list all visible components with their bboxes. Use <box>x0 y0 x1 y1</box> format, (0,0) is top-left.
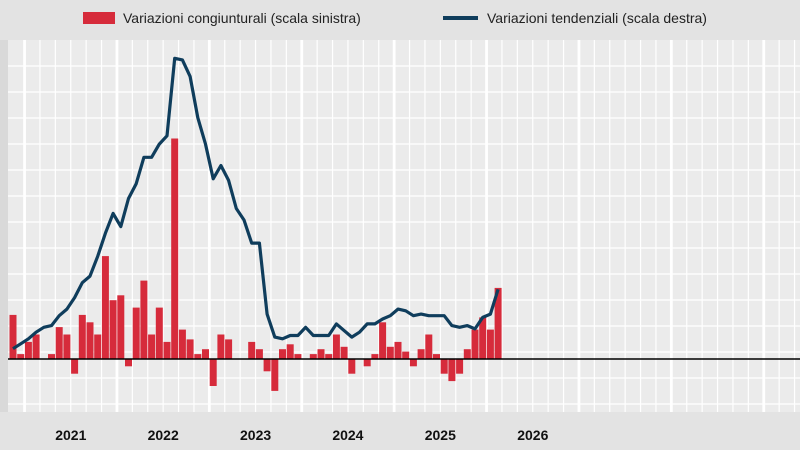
bar <box>55 327 63 359</box>
bar <box>494 287 502 359</box>
bar <box>263 359 271 372</box>
bar <box>186 339 194 359</box>
bar <box>48 354 55 359</box>
bar <box>248 341 256 359</box>
legend-label-bars: Variazioni congiunturali (scala sinistra… <box>123 10 361 26</box>
x-tick-label: 2025 <box>425 427 456 443</box>
legend-label-line: Variazioni tendenziali (scala destra) <box>487 10 707 26</box>
grid <box>8 40 800 412</box>
bar <box>148 334 156 359</box>
bar <box>78 314 86 359</box>
bar <box>255 349 263 359</box>
bar <box>394 341 402 359</box>
bar <box>363 359 371 367</box>
bar <box>332 334 340 359</box>
bar <box>163 341 171 359</box>
bar <box>371 354 379 359</box>
bar <box>194 354 202 359</box>
bar <box>63 334 71 359</box>
bar <box>471 329 479 359</box>
bar <box>486 329 494 359</box>
bar <box>309 354 317 359</box>
bar <box>294 354 302 359</box>
bar <box>402 351 410 359</box>
bar <box>32 334 40 359</box>
bar <box>209 359 217 386</box>
bar <box>125 359 132 367</box>
bar-series <box>9 138 502 391</box>
bar <box>94 334 102 359</box>
bar <box>448 359 456 382</box>
plot-background <box>8 40 800 412</box>
bar <box>17 354 25 359</box>
bar <box>440 359 448 374</box>
line-series <box>12 56 500 351</box>
bar <box>9 314 17 359</box>
bar <box>463 349 471 359</box>
bar <box>178 329 186 359</box>
trend-line <box>12 56 500 351</box>
bar <box>433 354 440 359</box>
bar <box>109 300 117 359</box>
legend: Variazioni congiunturali (scala sinistra… <box>83 10 707 26</box>
bar <box>279 349 286 359</box>
bar <box>217 334 225 359</box>
x-axis: 2021 2022 2023 2024 2025 2026 <box>55 427 548 443</box>
bar <box>409 359 417 367</box>
bar <box>140 280 148 359</box>
bar <box>425 334 433 359</box>
bar <box>24 341 32 359</box>
x-tick-label: 2021 <box>55 427 86 443</box>
bar <box>317 349 325 359</box>
bar <box>417 349 425 359</box>
plot-area <box>0 40 800 412</box>
bar <box>101 256 109 359</box>
bar <box>348 359 356 374</box>
bar <box>479 317 487 359</box>
x-tick-label: 2024 <box>332 427 363 443</box>
bar <box>286 344 294 359</box>
plot-left-border <box>0 40 8 412</box>
x-tick-label: 2026 <box>517 427 548 443</box>
bar <box>271 359 279 391</box>
bar <box>202 349 209 359</box>
bar <box>86 322 94 360</box>
bar <box>386 346 394 360</box>
bar <box>171 138 179 359</box>
bar <box>155 307 163 360</box>
bar <box>325 354 333 359</box>
bar <box>71 359 79 374</box>
bar <box>225 339 233 359</box>
legend-swatch-bars <box>83 12 115 24</box>
bar <box>340 346 348 360</box>
bar <box>117 295 125 359</box>
bar <box>456 359 464 374</box>
x-tick-label: 2023 <box>240 427 271 443</box>
bar <box>379 322 387 360</box>
x-tick-label: 2022 <box>148 427 179 443</box>
bar <box>132 307 140 360</box>
